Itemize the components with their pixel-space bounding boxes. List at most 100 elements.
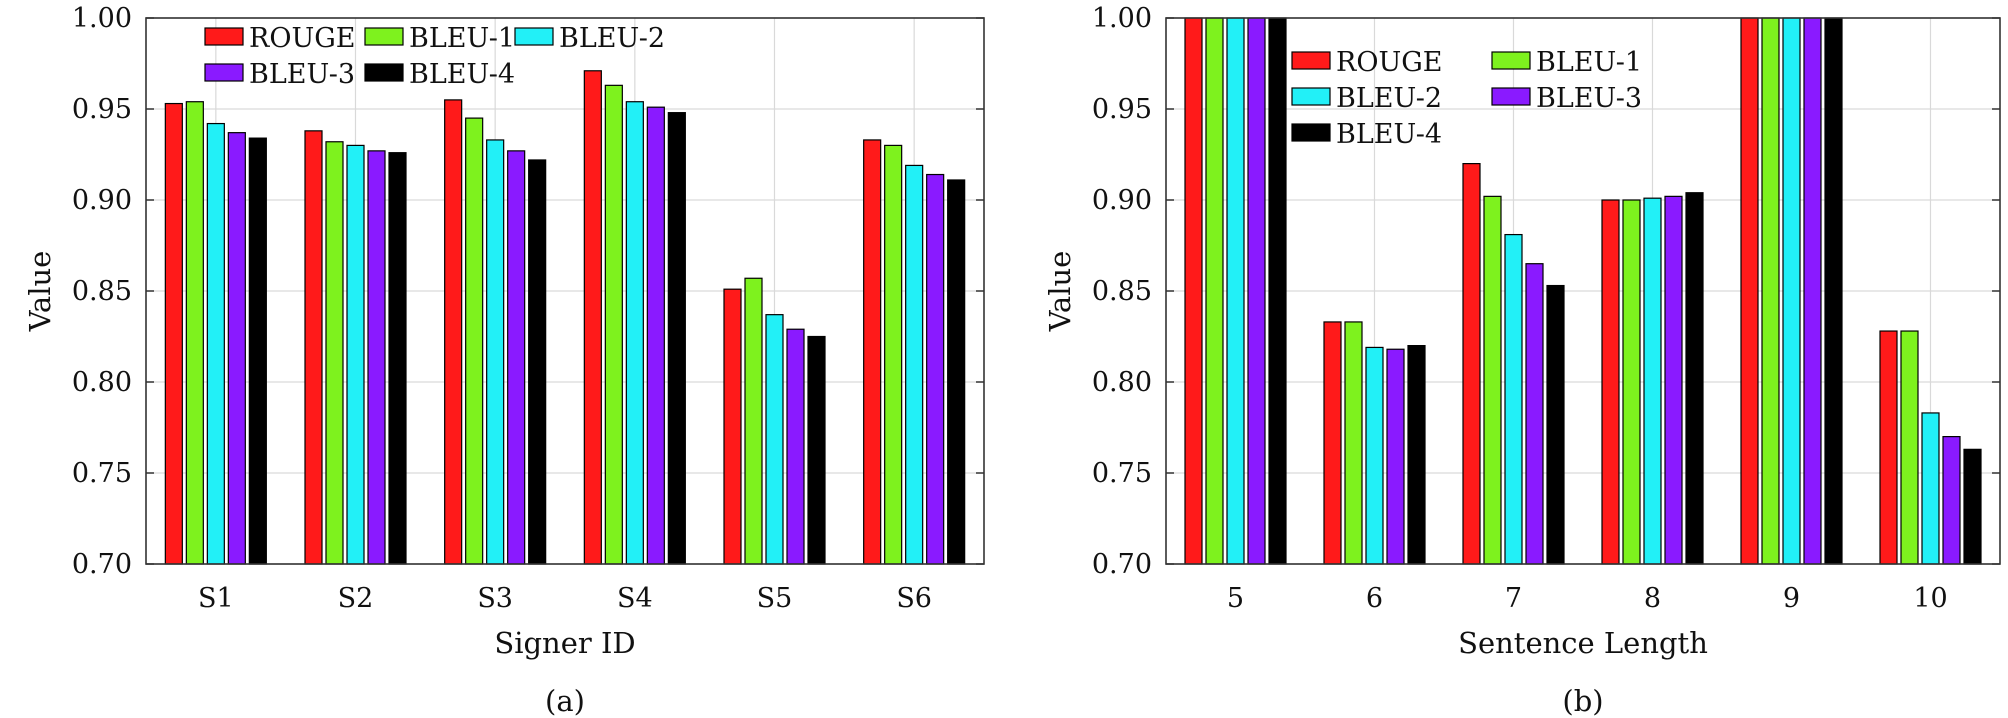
bar-bleu-3-7 <box>1525 263 1544 565</box>
bar-bleu-1-s5 <box>744 277 763 565</box>
bar-bleu-1-10 <box>1900 330 1919 565</box>
bar-bleu-1-s6 <box>884 144 903 565</box>
legend-label-bleu-2: BLEU-2 <box>1336 83 1442 114</box>
legend-label-bleu-1: BLEU-1 <box>1536 47 1642 78</box>
x-tick-label: S3 <box>477 583 513 614</box>
legend: ROUGE BLEU-1 BLEU-2 BLEU-3 BLEU-4 <box>204 23 665 90</box>
x-tick-label: 8 <box>1644 583 1661 614</box>
bar-rouge-s4 <box>583 70 602 565</box>
y-tick-label: 0.80 <box>1092 367 1152 398</box>
bar-bleu-4-8 <box>1685 192 1704 565</box>
bar-rouge-5 <box>1184 17 1203 565</box>
bar-bleu-2-s2 <box>346 144 365 565</box>
y-tick-label: 0.95 <box>1092 94 1152 125</box>
legend-swatch-rouge <box>204 27 244 46</box>
x-tick-label: 6 <box>1366 583 1383 614</box>
bar-bleu-4-6 <box>1407 345 1426 565</box>
bar-bleu-4-5 <box>1268 17 1287 565</box>
bar-bleu-2-10 <box>1921 412 1940 565</box>
y-axis-label: Value <box>23 251 57 333</box>
bar-bleu-2-s6 <box>905 164 924 565</box>
legend-label-bleu-1: BLEU-1 <box>409 23 515 54</box>
bar-bleu-3-8 <box>1664 195 1683 565</box>
y-tick-label: 0.90 <box>1092 185 1152 216</box>
plot-frame <box>1165 17 2001 565</box>
x-tick-label: S6 <box>896 583 932 614</box>
bar-bleu-2-9 <box>1782 17 1801 565</box>
bar-bleu-1-s3 <box>465 117 484 565</box>
x-tick-label: S4 <box>617 583 653 614</box>
bar-bleu-2-7 <box>1504 233 1523 565</box>
bar-bleu-2-5 <box>1226 17 1245 565</box>
y-tick-label: 0.75 <box>1092 458 1152 489</box>
legend-label-rouge: ROUGE <box>249 23 356 54</box>
legend: ROUGE BLEU-1 BLEU-2 BLEU-3 BLEU-4 <box>1291 47 1642 150</box>
bar-rouge-s3 <box>444 99 463 565</box>
bar-rouge-s2 <box>304 130 323 565</box>
bar-bleu-4-s5 <box>807 335 826 565</box>
bar-rouge-10 <box>1879 330 1898 565</box>
x-tick-label: 5 <box>1227 583 1244 614</box>
y-tick-label: 0.80 <box>72 367 132 398</box>
bar-bleu-2-s5 <box>765 314 784 565</box>
bar-bleu-1-s1 <box>185 101 204 565</box>
bar-bleu-3-s5 <box>786 328 805 565</box>
y-tick-label: 0.95 <box>72 94 132 125</box>
legend-label-bleu-4: BLEU-4 <box>409 59 515 90</box>
legend-swatch-bleu-4 <box>1291 123 1331 142</box>
bar-bleu-2-s1 <box>206 122 225 565</box>
bar-bleu-2-s4 <box>625 101 644 565</box>
x-tick-label: S1 <box>198 583 234 614</box>
bar-rouge-9 <box>1740 17 1759 565</box>
bar-bleu-3-9 <box>1803 17 1822 565</box>
x-tick-label: 7 <box>1505 583 1522 614</box>
y-tick-label: 1.00 <box>1092 3 1152 34</box>
legend-swatch-bleu-1 <box>364 27 404 46</box>
legend-swatch-bleu-4 <box>364 63 404 82</box>
x-tick-label: S5 <box>757 583 793 614</box>
legend-label-rouge: ROUGE <box>1336 47 1443 78</box>
y-tick-label: 1.00 <box>72 3 132 34</box>
plot-frame <box>145 17 985 565</box>
bar-bleu-4-s1 <box>248 137 267 565</box>
bar-rouge-8 <box>1601 199 1620 565</box>
bar-bleu-4-s3 <box>528 159 547 565</box>
legend-label-bleu-3: BLEU-3 <box>1536 83 1642 114</box>
legend-swatch-bleu-2 <box>514 27 554 46</box>
figure-caption: (b) <box>1562 684 1603 718</box>
bar-bleu-4-7 <box>1546 284 1565 565</box>
legend-swatch-rouge <box>1291 51 1331 70</box>
x-axis-label: Sentence Length <box>1458 626 1708 660</box>
y-tick-label: 0.75 <box>72 458 132 489</box>
x-tick-label: S2 <box>338 583 374 614</box>
chart-a-signer-id: 0.70 0.75 0.80 0.85 0.90 0.95 1.00 S1 S2 S3 S4 S5 S6… <box>23 3 985 718</box>
bar-bleu-3-6 <box>1386 348 1405 565</box>
bar-bleu-1-6 <box>1344 321 1363 565</box>
bar-bleu-4-s2 <box>388 152 407 565</box>
legend-swatch-bleu-1 <box>1491 51 1531 70</box>
bar-bleu-1-9 <box>1761 17 1780 565</box>
y-axis-label: Value <box>1043 251 1077 333</box>
chart-b-sentence-length: 0.70 0.75 0.80 0.85 0.90 0.95 1.00 5 6 7 8 9 10 Sente… <box>1043 3 2001 718</box>
bar-bleu-4-9 <box>1824 17 1843 565</box>
x-axis-label: Signer ID <box>494 626 635 660</box>
bar-bleu-3-5 <box>1247 17 1266 565</box>
legend-label-bleu-4: BLEU-4 <box>1336 119 1442 150</box>
bar-bleu-1-8 <box>1622 199 1641 565</box>
bar-rouge-7 <box>1462 163 1481 565</box>
bar-bleu-1-s4 <box>604 84 623 565</box>
bar-rouge-6 <box>1323 321 1342 565</box>
bar-bleu-1-s2 <box>325 141 344 565</box>
bar-bleu-4-10 <box>1963 448 1982 565</box>
y-tick-label: 0.85 <box>72 276 132 307</box>
bar-bleu-3-s3 <box>507 150 526 565</box>
legend-label-bleu-2: BLEU-2 <box>559 23 665 54</box>
y-tick-label: 0.70 <box>72 549 132 580</box>
bar-rouge-s1 <box>164 102 183 565</box>
legend-swatch-bleu-3 <box>1491 87 1531 106</box>
x-tick-label: 9 <box>1783 583 1800 614</box>
bar-bleu-2-6 <box>1365 346 1384 565</box>
bar-bleu-3-s2 <box>367 150 386 565</box>
y-tick-label: 0.70 <box>1092 549 1152 580</box>
bar-bleu-2-8 <box>1643 197 1662 565</box>
